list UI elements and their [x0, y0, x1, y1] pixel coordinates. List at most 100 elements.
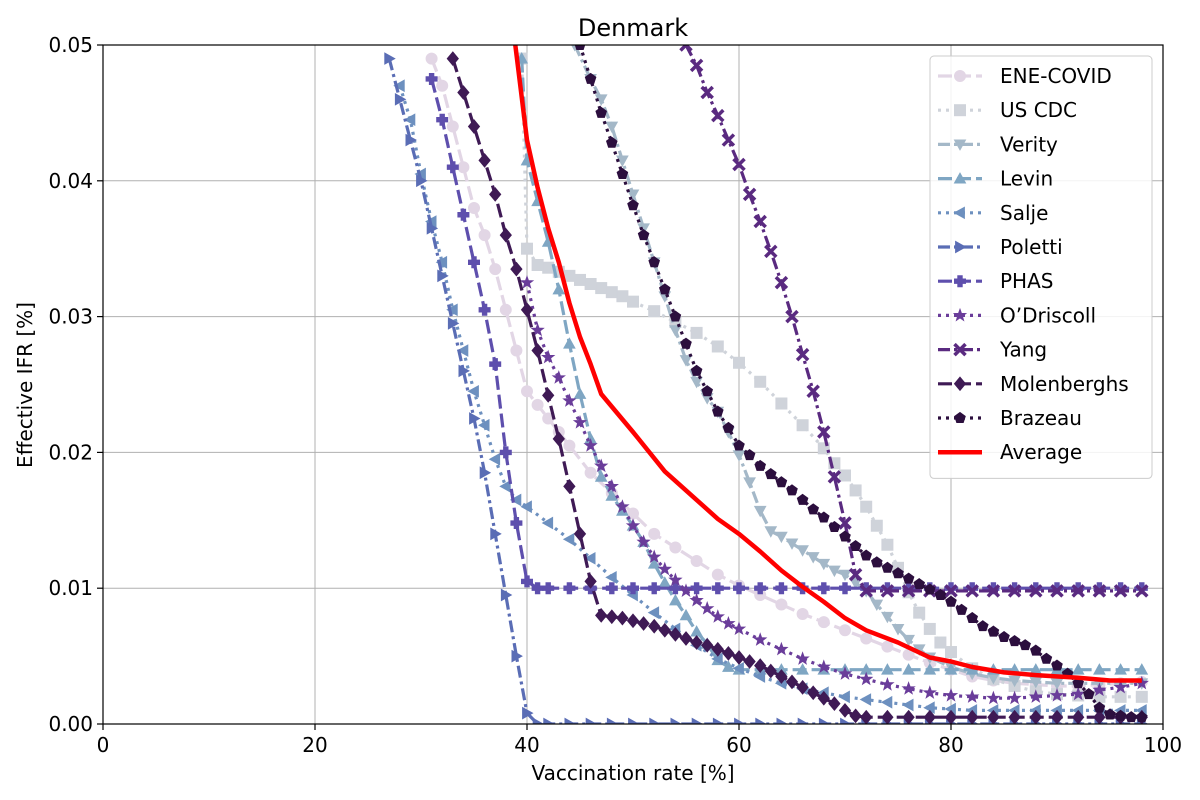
data-point-brazeau [1040, 652, 1053, 664]
data-point-brazeau [701, 385, 714, 397]
data-point-brazeau [722, 421, 735, 433]
data-point-verity [1029, 677, 1043, 689]
data-point-brazeau [923, 583, 936, 595]
series-molenberghs [446, 51, 1148, 724]
data-point-phas [521, 575, 533, 588]
data-point-yang [700, 85, 714, 100]
y-axis-label: Effective IFR [%] [13, 302, 37, 468]
data-point-o-driscoll [1007, 690, 1022, 705]
data-point-poletti [384, 52, 396, 65]
data-point-brazeau [1051, 659, 1063, 671]
data-point-ene-covid [796, 608, 809, 621]
data-point-salje [584, 551, 596, 565]
data-point-salje [446, 303, 458, 317]
data-point-yang [732, 157, 746, 172]
data-point-salje [509, 493, 522, 507]
data-point-yang [944, 584, 958, 598]
legend-label: Molenberghs [1000, 372, 1129, 396]
data-point-poletti [394, 92, 407, 106]
data-point-ene-covid [584, 466, 597, 479]
series-line-phas [430, 78, 1142, 590]
data-point-molenberghs [510, 261, 523, 277]
data-point-salje [753, 670, 766, 683]
data-point-salje [923, 701, 935, 715]
data-point-molenberghs [743, 654, 756, 669]
data-point-o-driscoll [519, 275, 535, 289]
data-point-molenberghs [711, 641, 724, 657]
data-point-yang [827, 470, 842, 484]
y-tick-label: 0.01 [48, 576, 93, 600]
data-point-o-driscoll [986, 690, 1001, 705]
data-point-us-cdc [881, 538, 894, 551]
data-point-verity [902, 634, 915, 647]
data-point-levin [796, 663, 809, 675]
data-point-o-driscoll [816, 659, 831, 674]
data-point-yang-stroke [1050, 584, 1064, 598]
data-point-salje [902, 698, 914, 712]
series-brazeau [574, 45, 1148, 723]
data-point-molenberghs [838, 703, 852, 718]
data-point-yang-stroke [785, 309, 799, 324]
data-point-ene-covid [489, 263, 502, 276]
data-point-verity [669, 325, 682, 337]
data-point-molenberghs [446, 51, 459, 66]
data-point-poletti [840, 717, 852, 724]
data-point-o-driscoll [689, 592, 704, 607]
data-point-verity [1008, 675, 1021, 688]
data-point-us-cdc [605, 286, 618, 299]
data-point-ene-covid [563, 439, 576, 452]
data-point-us-cdc [574, 273, 586, 286]
data-point-brazeau [1082, 688, 1095, 700]
legend-entry-ene-covid: ENE-COVID [938, 64, 1112, 88]
data-point-brazeau [807, 503, 820, 515]
data-point-us-cdc [870, 519, 883, 532]
data-point-ene-covid [436, 79, 449, 92]
data-point-brazeau [870, 556, 883, 568]
data-point-ene-covid [817, 616, 830, 629]
data-point-o-driscoll [1092, 682, 1107, 697]
data-point-brazeau [849, 539, 862, 552]
data-point-poletti [628, 717, 640, 724]
data-point-brazeau [764, 468, 777, 480]
data-point-yang-stroke [817, 425, 831, 439]
data-point-ene-covid [499, 303, 512, 316]
data-point-yang [1007, 584, 1022, 598]
data-point-o-driscoll [753, 632, 768, 646]
data-point-us-cdc [595, 282, 608, 295]
data-point-salje [499, 480, 511, 493]
data-point-ene-covid [881, 640, 894, 653]
legend-marker [953, 342, 967, 357]
data-point-poletti [426, 221, 439, 235]
data-point-ene-covid [478, 229, 491, 242]
data-point-us-cdc [828, 457, 841, 470]
legend-entry-levin: Levin [938, 167, 1053, 191]
data-point-phas [489, 358, 502, 371]
legend-marker [953, 376, 967, 392]
data-point-yang [1050, 584, 1064, 598]
data-point-verity [626, 189, 640, 201]
data-point-levin [902, 663, 915, 675]
data-point-ene-covid [711, 568, 724, 581]
data-point-yang [859, 584, 873, 598]
data-point-ene-covid [468, 201, 480, 214]
data-point-brazeau [627, 199, 639, 211]
data-point-salje [478, 418, 490, 432]
legend-entry-molenberghs: Molenberghs [938, 372, 1129, 396]
chart-title: Denmark [578, 14, 688, 42]
data-point-brazeau [934, 588, 947, 600]
data-point-us-cdc [733, 356, 745, 369]
data-point-us-cdc [521, 242, 533, 255]
data-point-yang [1029, 584, 1043, 598]
data-point-brazeau [839, 530, 851, 542]
data-point-us-cdc [754, 375, 767, 388]
data-point-poletti [490, 527, 502, 541]
data-point-o-driscoll [1071, 686, 1086, 701]
data-point-molenberghs [531, 343, 544, 358]
x-tick-label: 20 [302, 733, 327, 757]
series-line-average [513, 45, 1142, 683]
data-point-yang-stroke [901, 584, 916, 598]
data-point-us-cdc [860, 500, 873, 513]
data-point-molenberghs [785, 674, 799, 690]
data-point-levin [881, 663, 894, 675]
data-point-levin [944, 663, 958, 675]
